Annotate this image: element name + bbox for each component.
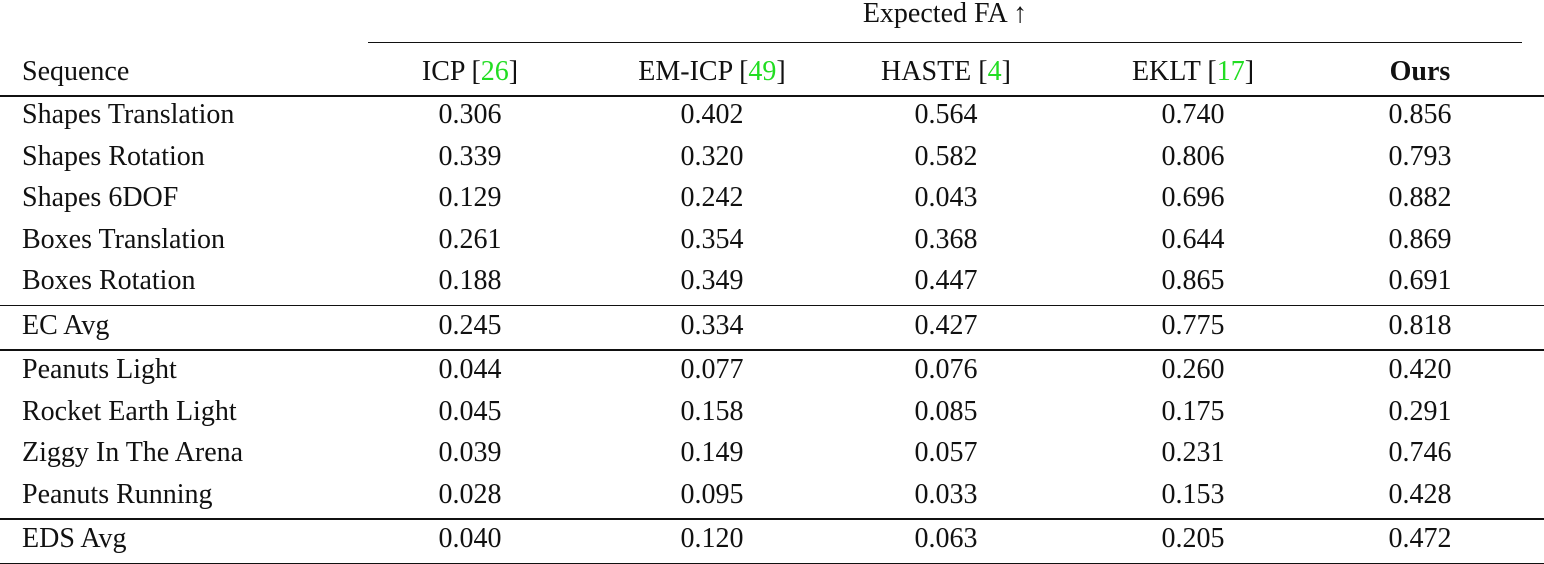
citation-link[interactable]: 49 [748,56,776,87]
table-cell-ours: 0.793 [1389,141,1452,173]
column-name: EM-ICP [638,56,732,87]
table-cell-haste: 0.043 [915,182,978,214]
table-cell-ours: 0.472 [1389,523,1452,555]
table-cell-ours: 0.428 [1389,479,1452,511]
row-label: Boxes Rotation [22,265,195,297]
table-cell-icp: 0.040 [439,523,502,555]
table-cell-haste: 0.582 [915,141,978,173]
table-cell-eklt: 0.205 [1162,523,1225,555]
group-header-expected-fa: Expected FA ↑ [863,0,1027,30]
table-cell-haste: 0.368 [915,224,978,256]
column-name: ICP [422,56,465,87]
table-cell-ours: 0.691 [1389,265,1452,297]
table-cell-icp: 0.044 [439,354,502,386]
column-header-haste: HASTE [4] [881,56,1011,88]
table-cell-em-icp: 0.320 [681,141,744,173]
table-cell-icp: 0.039 [439,437,502,469]
row-header-sequence: Sequence [22,56,129,88]
row-label: Shapes Rotation [22,141,205,173]
table-cell-haste: 0.085 [915,396,978,428]
table-cell-icp: 0.045 [439,396,502,428]
table-cell-ours: 0.869 [1389,224,1452,256]
column-name: EKLT [1132,56,1200,87]
table-cell-haste: 0.427 [915,310,978,342]
table-cell-em-icp: 0.158 [681,396,744,428]
table-cell-icp: 0.245 [439,310,502,342]
row-label: Shapes Translation [22,99,234,131]
table-cell-icp: 0.306 [439,99,502,131]
column-name: Ours [1390,56,1451,87]
table-cell-ours: 0.420 [1389,354,1452,386]
table-cell-eklt: 0.806 [1162,141,1225,173]
column-header-eklt: EKLT [17] [1132,56,1254,88]
table-cell-icp: 0.129 [439,182,502,214]
table-cell-haste: 0.076 [915,354,978,386]
table-cell-haste: 0.447 [915,265,978,297]
table-cell-eklt: 0.865 [1162,265,1225,297]
table-cell-icp: 0.028 [439,479,502,511]
row-label: Rocket Earth Light [22,396,237,428]
table-cell-eklt: 0.775 [1162,310,1225,342]
table-cell-em-icp: 0.354 [681,224,744,256]
table-rule [0,349,1544,351]
table-cell-eklt: 0.696 [1162,182,1225,214]
group-header-rule [368,42,1522,43]
table-cell-em-icp: 0.077 [681,354,744,386]
table-cell-icp: 0.188 [439,265,502,297]
column-header-icp: ICP [26] [422,56,518,88]
table-cell-eklt: 0.175 [1162,396,1225,428]
row-label: Peanuts Light [22,354,177,386]
table-cell-haste: 0.057 [915,437,978,469]
citation-link[interactable]: 17 [1217,56,1245,87]
table-cell-eklt: 0.260 [1162,354,1225,386]
table-cell-em-icp: 0.095 [681,479,744,511]
table-cell-icp: 0.261 [439,224,502,256]
table-cell-em-icp: 0.334 [681,310,744,342]
row-label: Ziggy In The Arena [22,437,243,469]
row-label: EC Avg [22,310,109,342]
table-cell-haste: 0.063 [915,523,978,555]
citation-link[interactable]: 26 [481,56,509,87]
row-label: EDS Avg [22,523,127,555]
table-cell-eklt: 0.153 [1162,479,1225,511]
table-cell-haste: 0.033 [915,479,978,511]
table-cell-em-icp: 0.242 [681,182,744,214]
table-cell-eklt: 0.231 [1162,437,1225,469]
table-cell-icp: 0.339 [439,141,502,173]
table-cell-ours: 0.856 [1389,99,1452,131]
row-label: Peanuts Running [22,479,213,511]
table-cell-haste: 0.564 [915,99,978,131]
column-header-ours: Ours [1390,56,1451,88]
table-cell-eklt: 0.644 [1162,224,1225,256]
table-cell-em-icp: 0.402 [681,99,744,131]
table-cell-ours: 0.818 [1389,310,1452,342]
table-cell-em-icp: 0.149 [681,437,744,469]
table-cell-ours: 0.746 [1389,437,1452,469]
table-cell-eklt: 0.740 [1162,99,1225,131]
table-rule [0,518,1544,520]
row-label: Shapes 6DOF [22,182,178,214]
citation-link[interactable]: 4 [988,56,1002,87]
table-rule [0,305,1544,307]
column-header-em-icp: EM-ICP [49] [638,56,786,88]
table-cell-em-icp: 0.349 [681,265,744,297]
table-rule [0,95,1544,97]
table-cell-ours: 0.291 [1389,396,1452,428]
table-cell-em-icp: 0.120 [681,523,744,555]
column-name: HASTE [881,56,971,87]
row-label: Boxes Translation [22,224,225,256]
table-cell-ours: 0.882 [1389,182,1452,214]
